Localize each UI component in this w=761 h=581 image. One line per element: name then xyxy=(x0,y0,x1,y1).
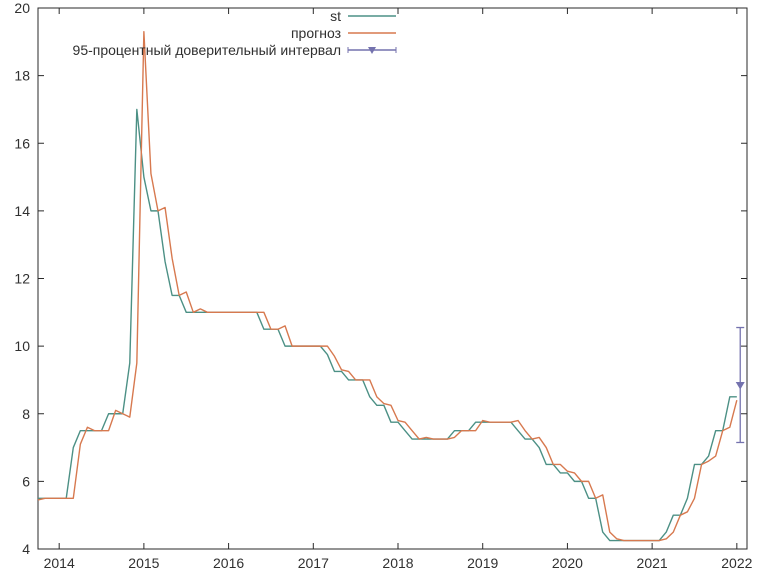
y-tick-label: 12 xyxy=(14,271,30,287)
y-tick-label: 4 xyxy=(22,541,30,557)
x-tick-label: 2019 xyxy=(467,555,498,571)
ci-marker-triangle xyxy=(735,382,745,390)
plot-border xyxy=(37,7,748,550)
x-tick-label: 2015 xyxy=(128,555,159,571)
y-tick-label: 14 xyxy=(14,203,30,219)
x-tick-label: 2017 xyxy=(298,555,329,571)
x-tick-label: 2020 xyxy=(552,555,583,571)
series-line-0 xyxy=(38,108,737,542)
x-tick-label: 2022 xyxy=(721,555,752,571)
y-tick-label: 6 xyxy=(22,473,30,489)
legend-label-2: 95-процентный доверительный интервал xyxy=(73,42,341,58)
x-tick-label: 2014 xyxy=(44,555,75,571)
y-tick-label: 20 xyxy=(14,0,30,16)
y-tick-label: 16 xyxy=(14,135,30,151)
y-tick-label: 10 xyxy=(14,338,30,354)
y-tick-label: 8 xyxy=(22,406,30,422)
series-line-1 xyxy=(37,30,738,542)
y-tick-label: 18 xyxy=(14,68,30,84)
legend-ci-marker xyxy=(368,47,376,54)
x-tick-label: 2018 xyxy=(382,555,413,571)
x-tick-label: 2021 xyxy=(637,555,668,571)
legend-label-0: st xyxy=(330,8,341,24)
legend-label-1: прогноз xyxy=(291,25,341,41)
x-tick-label: 2016 xyxy=(213,555,244,571)
